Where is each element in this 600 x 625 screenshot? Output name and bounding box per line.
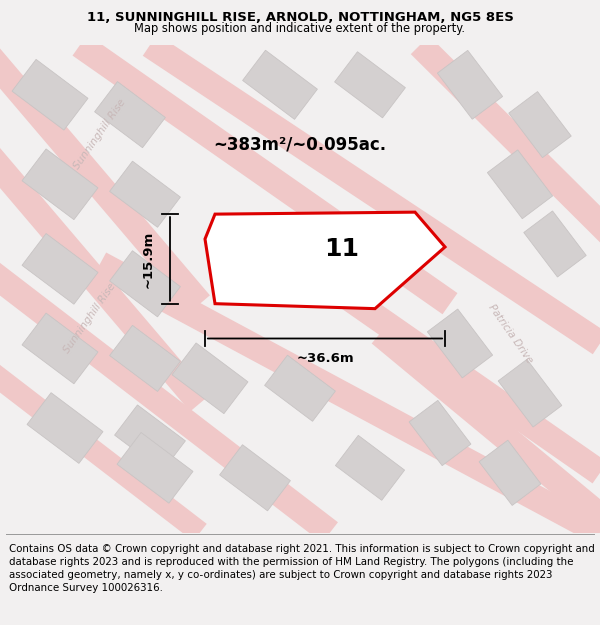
Polygon shape	[0, 254, 338, 542]
Polygon shape	[509, 92, 571, 158]
Polygon shape	[143, 34, 600, 354]
Text: 11, SUNNINGHILL RISE, ARNOLD, NOTTINGHAM, NG5 8ES: 11, SUNNINGHILL RISE, ARNOLD, NOTTINGHAM…	[86, 11, 514, 24]
Polygon shape	[117, 432, 193, 503]
Polygon shape	[115, 405, 185, 471]
Polygon shape	[411, 36, 600, 253]
Polygon shape	[409, 401, 471, 466]
Text: ~15.9m: ~15.9m	[142, 230, 155, 288]
Polygon shape	[27, 392, 103, 463]
Polygon shape	[22, 149, 98, 219]
Polygon shape	[94, 253, 600, 544]
Text: Sunninghill Rise: Sunninghill Rise	[72, 98, 128, 171]
Polygon shape	[479, 440, 541, 506]
Text: ~36.6m: ~36.6m	[296, 352, 354, 365]
Polygon shape	[12, 59, 88, 130]
Polygon shape	[110, 251, 181, 317]
Polygon shape	[427, 309, 493, 378]
Polygon shape	[0, 136, 210, 411]
Polygon shape	[0, 37, 210, 312]
Text: Map shows position and indicative extent of the property.: Map shows position and indicative extent…	[134, 22, 466, 35]
Polygon shape	[293, 253, 600, 483]
Polygon shape	[172, 343, 248, 414]
Text: Contains OS data © Crown copyright and database right 2021. This information is : Contains OS data © Crown copyright and d…	[9, 544, 595, 593]
Text: Patricia Drive: Patricia Drive	[486, 302, 534, 365]
Polygon shape	[498, 359, 562, 427]
Polygon shape	[335, 436, 404, 500]
Polygon shape	[22, 234, 98, 304]
Polygon shape	[371, 324, 600, 542]
Polygon shape	[110, 161, 181, 228]
Polygon shape	[110, 326, 181, 391]
Polygon shape	[524, 211, 586, 277]
Polygon shape	[22, 313, 98, 384]
Polygon shape	[437, 51, 503, 119]
Polygon shape	[335, 52, 406, 118]
Polygon shape	[220, 445, 290, 511]
Text: ~383m²/~0.095ac.: ~383m²/~0.095ac.	[214, 136, 386, 154]
Polygon shape	[0, 355, 207, 541]
Text: Sunninghill Rise: Sunninghill Rise	[62, 282, 118, 356]
Polygon shape	[242, 50, 317, 119]
Polygon shape	[73, 34, 457, 314]
Polygon shape	[265, 355, 335, 421]
Polygon shape	[95, 82, 166, 148]
Polygon shape	[205, 212, 445, 309]
Text: 11: 11	[324, 237, 359, 261]
Polygon shape	[487, 150, 553, 219]
